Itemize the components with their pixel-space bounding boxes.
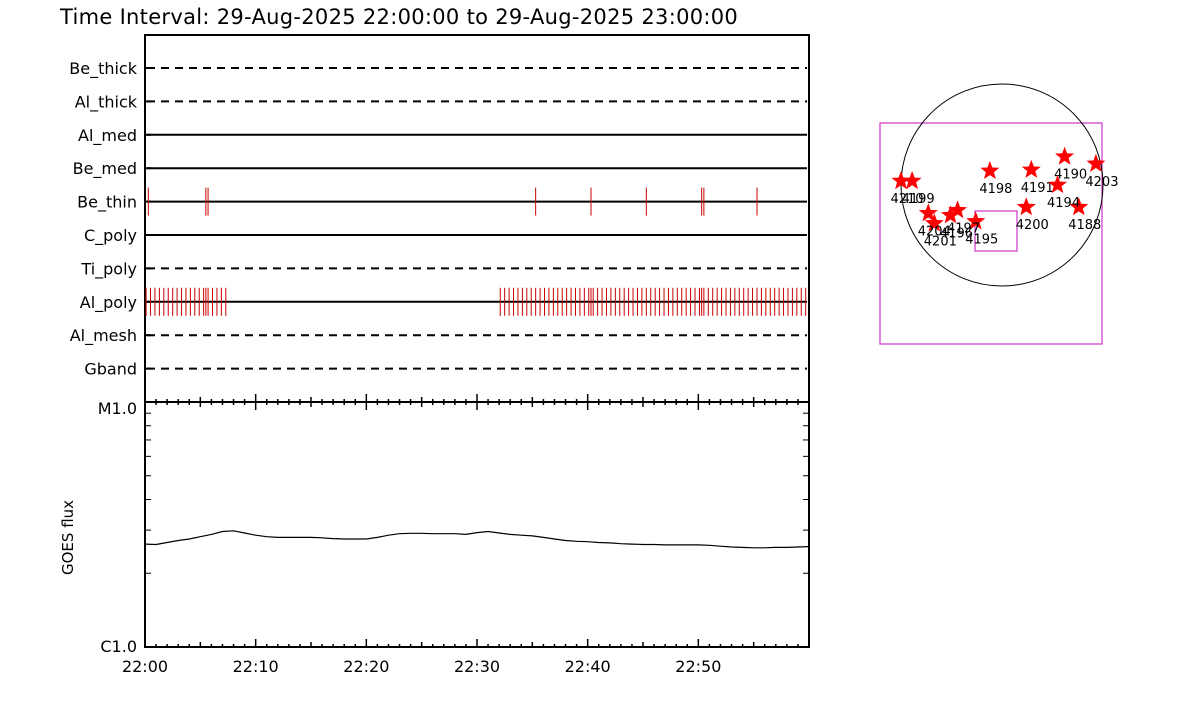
active-region-label: 4210 (890, 192, 923, 207)
detector-box (974, 210, 1018, 252)
goes-axis-ticks (144, 394, 810, 647)
x-tick-label: 22:50 (675, 657, 721, 676)
active-region-label: 4198 (979, 182, 1012, 197)
x-tick-label: 22:00 (122, 657, 168, 676)
active-region-star (891, 171, 911, 190)
row-label-gband: Gband (84, 360, 137, 379)
active-region-star (1048, 175, 1068, 194)
active-region-label: 4203 (1085, 175, 1118, 190)
row-label-c-poly: C_poly (84, 226, 137, 246)
active-region-label: 4199 (902, 192, 935, 207)
active-region-label: 4204 (918, 224, 951, 239)
active-region-star (1086, 153, 1106, 172)
active-region-label: 4200 (1016, 218, 1049, 233)
filter-rows: Be_thick Al_thick Al_med Be_med Be_thin C_pol… (69, 59, 807, 379)
time-interval-title: Time Interval: 29-Aug-2025 22:00:00 to 2… (59, 5, 738, 29)
active-region-star (918, 203, 938, 222)
x-tick-label: 22:40 (565, 657, 611, 676)
x-tick-label: 22:20 (343, 657, 389, 676)
row-label-be-thin: Be_thin (77, 193, 137, 213)
active-region-star (1021, 159, 1041, 178)
row-label-ti-poly: Ti_poly (80, 259, 137, 279)
field-of-view-box (879, 122, 1103, 345)
filter-panel-frame (144, 34, 810, 403)
active-region-star (948, 200, 968, 219)
goes-y-top-label: M1.0 (98, 399, 137, 418)
active-region-star (924, 213, 944, 232)
active-region-label: 4190 (1054, 168, 1087, 183)
filter-event-panel: Be_thick Al_thick Al_med Be_med Be_thin C_pol… (69, 34, 810, 403)
row-label-al-poly: Al_poly (80, 293, 137, 313)
active-region-star (902, 171, 922, 190)
active-region-star (941, 205, 960, 224)
row-label-be-thick: Be_thick (69, 59, 137, 79)
row-label-al-mesh: Al_mesh (70, 326, 137, 346)
row-label-al-med: Al_med (78, 126, 137, 146)
active-region-label: 4191 (1021, 181, 1054, 196)
goes-y-axis-label: GOES flux (59, 500, 77, 575)
active-region-label: 4195 (965, 232, 998, 247)
goes-flux-line (144, 530, 810, 549)
row-label-al-thick: Al_thick (75, 92, 138, 112)
goes-flux-panel: M1.0 C1.0 GOES flux 22:00 22:10 22:20 22:30… (59, 394, 810, 676)
active-region-star (980, 160, 1000, 179)
active-region-star (1016, 197, 1036, 216)
goes-panel-frame (144, 401, 810, 648)
active-region-star (1069, 197, 1089, 216)
active-region-label: 4197 (947, 221, 980, 236)
active-region-label: 4201 (924, 234, 957, 249)
x-tick-label: 22:10 (233, 657, 279, 676)
active-region-label: 4194 (1047, 196, 1080, 211)
active-region-star (966, 211, 986, 230)
goes-y-bottom-label: C1.0 (100, 637, 137, 656)
row-label-be-med: Be_med (73, 159, 137, 179)
active-region-star (1055, 146, 1075, 165)
time-axis-labels: 22:00 22:10 22:20 22:30 22:40 22:50 (122, 657, 721, 676)
active-region-label: 4196 (940, 226, 973, 241)
x-tick-label: 22:30 (454, 657, 500, 676)
active-region-label: 4188 (1068, 218, 1101, 233)
